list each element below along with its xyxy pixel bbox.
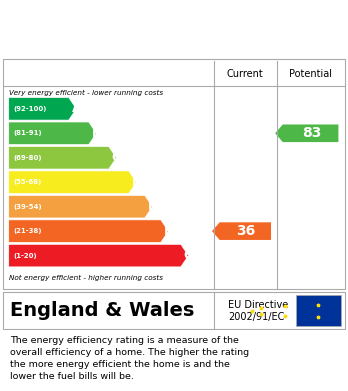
Polygon shape	[275, 124, 338, 142]
Text: 36: 36	[237, 224, 256, 238]
Text: (92-100): (92-100)	[13, 106, 46, 112]
Polygon shape	[9, 97, 76, 120]
Text: (81-91): (81-91)	[13, 130, 41, 136]
Polygon shape	[9, 147, 116, 169]
Text: England & Wales: England & Wales	[10, 301, 195, 320]
Text: Potential: Potential	[289, 69, 332, 79]
Text: A: A	[72, 102, 81, 115]
Text: Very energy efficient - lower running costs: Very energy efficient - lower running co…	[9, 90, 163, 96]
Text: (1-20): (1-20)	[13, 253, 37, 258]
Text: The energy efficiency rating is a measure of the
overall efficiency of a home. T: The energy efficiency rating is a measur…	[10, 336, 250, 381]
Text: (69-80): (69-80)	[13, 155, 41, 161]
Text: EU Directive: EU Directive	[228, 300, 288, 310]
Text: B: B	[92, 127, 101, 140]
Text: Energy Efficiency Rating: Energy Efficiency Rating	[10, 21, 221, 36]
Polygon shape	[9, 220, 168, 242]
Text: 83: 83	[302, 126, 321, 140]
Polygon shape	[9, 171, 136, 194]
Text: (21-38): (21-38)	[13, 228, 41, 234]
Text: (39-54): (39-54)	[13, 204, 41, 210]
Text: F: F	[164, 225, 172, 238]
Text: Not energy efficient - higher running costs: Not energy efficient - higher running co…	[9, 275, 163, 282]
Polygon shape	[9, 196, 152, 218]
FancyBboxPatch shape	[296, 295, 341, 326]
Text: G: G	[184, 249, 194, 262]
Text: D: D	[132, 176, 142, 189]
Text: 2002/91/EC: 2002/91/EC	[228, 312, 284, 322]
Polygon shape	[9, 122, 96, 145]
Text: Current: Current	[227, 69, 264, 79]
Text: (55-68): (55-68)	[13, 179, 41, 185]
Polygon shape	[9, 244, 189, 267]
Polygon shape	[212, 222, 271, 240]
Text: C: C	[111, 151, 121, 164]
Text: E: E	[148, 200, 156, 213]
